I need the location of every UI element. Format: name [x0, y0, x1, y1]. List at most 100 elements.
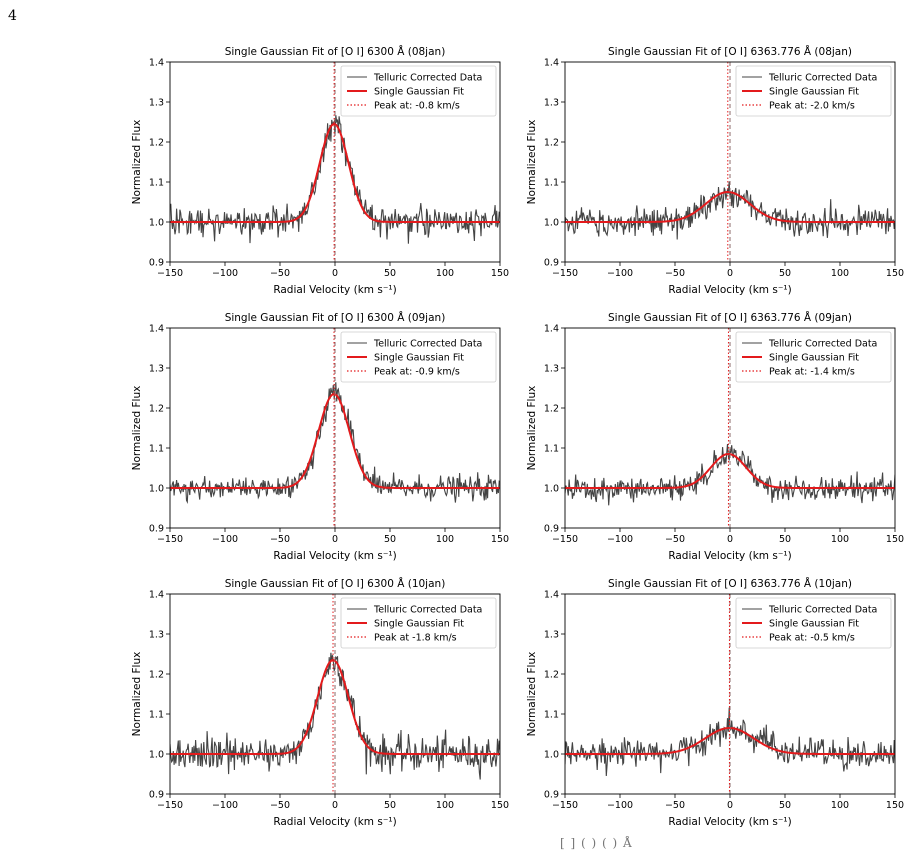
- plot-area: [170, 328, 500, 528]
- y-tick-label: 1.1: [544, 178, 559, 189]
- x-tick-label: 50: [779, 800, 791, 811]
- legend-entry-fit-label: Single Gaussian Fit: [374, 87, 464, 98]
- y-axis-label: Normalized Flux: [526, 652, 538, 737]
- y-tick-label: 1.4: [149, 58, 164, 69]
- y-axis-label: Normalized Flux: [526, 386, 538, 471]
- x-tick-label: −50: [270, 800, 290, 811]
- plot-frame: [564, 593, 896, 795]
- chart-panel-6300-08jan: Single Gaussian Fit of [O I] 6300 Å (08j…: [125, 38, 520, 300]
- plot-area: [170, 594, 500, 794]
- chart-title: Single Gaussian Fit of [O I] 6300 Å (08j…: [225, 45, 446, 58]
- legend-entry-data-label: Telluric Corrected Data: [768, 605, 877, 616]
- chart-panel-6300-10jan: Single Gaussian Fit of [O I] 6300 Å (10j…: [125, 570, 520, 832]
- legend-box: [735, 597, 892, 649]
- y-tick-label: 1.1: [149, 710, 164, 721]
- legend-entry-data-label: Telluric Corrected Data: [768, 339, 877, 350]
- x-tick-label: 50: [384, 534, 396, 545]
- chart-panel-6363-10jan: Single Gaussian Fit of [O I] 6363.776 Å …: [520, 570, 908, 832]
- figure-caption-fragment: [ ] ( ) ( ) Å: [560, 836, 633, 850]
- x-axis-label: Radial Velocity (km s⁻¹): [668, 550, 791, 562]
- x-tick-label: −100: [212, 800, 238, 811]
- chart-title: Single Gaussian Fit of [O I] 6300 Å (10j…: [225, 577, 446, 590]
- y-tick-label: 1.2: [149, 138, 164, 149]
- chart-svg: Single Gaussian Fit of [O I] 6363.776 Å …: [526, 577, 904, 828]
- legend-box: [735, 331, 892, 383]
- plot-frame: [169, 327, 501, 529]
- plot-frame: [169, 593, 501, 795]
- chart-svg: Single Gaussian Fit of [O I] 6363.776 Å …: [526, 45, 904, 296]
- y-tick-label: 1.3: [149, 98, 164, 109]
- y-tick-label: 1.0: [149, 750, 164, 761]
- x-tick-label: −100: [607, 800, 633, 811]
- x-tick-label: 100: [436, 800, 454, 811]
- y-tick-label: 1.0: [149, 484, 164, 495]
- legend-entry-data-label: Telluric Corrected Data: [373, 605, 482, 616]
- chart-panel-6300-09jan: Single Gaussian Fit of [O I] 6300 Å (09j…: [125, 304, 520, 566]
- gaussian-fit-line: [170, 122, 500, 223]
- x-tick-label: 100: [436, 268, 454, 279]
- chart-panel-6363-09jan: Single Gaussian Fit of [O I] 6363.776 Å …: [520, 304, 908, 566]
- legend-entry-peak-label: Peak at -1.8 km/s: [374, 633, 457, 644]
- y-tick-label: 1.1: [149, 444, 164, 455]
- x-tick-label: −150: [157, 800, 183, 811]
- plot-area: [565, 328, 895, 528]
- x-tick-label: −150: [552, 534, 578, 545]
- y-tick-label: 0.9: [544, 258, 559, 269]
- x-tick-label: 100: [436, 534, 454, 545]
- plot-area: [565, 594, 895, 794]
- plot-frame: [564, 327, 896, 529]
- y-tick-label: 1.0: [544, 750, 559, 761]
- x-tick-label: −50: [665, 800, 685, 811]
- chart-title: Single Gaussian Fit of [O I] 6363.776 Å …: [608, 577, 852, 590]
- y-axis-label: Normalized Flux: [526, 120, 538, 205]
- legend-box: [735, 65, 892, 117]
- x-tick-label: 50: [779, 534, 791, 545]
- y-tick-label: 0.9: [149, 258, 164, 269]
- x-tick-label: 0: [727, 534, 733, 545]
- plot-area: [170, 62, 500, 262]
- gaussian-fit-line: [565, 191, 895, 223]
- legend-entry-fit-label: Single Gaussian Fit: [769, 619, 859, 630]
- x-tick-label: 150: [491, 268, 509, 279]
- x-axis-label: Radial Velocity (km s⁻¹): [273, 550, 396, 562]
- legend-entry-fit-label: Single Gaussian Fit: [769, 87, 859, 98]
- x-tick-label: −50: [665, 268, 685, 279]
- x-tick-label: 0: [332, 268, 338, 279]
- page-number: 4: [8, 8, 17, 24]
- y-axis-label: Normalized Flux: [131, 120, 143, 205]
- legend-entry-data-label: Telluric Corrected Data: [768, 73, 877, 84]
- y-tick-label: 1.2: [149, 404, 164, 415]
- legend-entry-peak-label: Peak at: -0.5 km/s: [769, 633, 855, 644]
- y-tick-label: 0.9: [544, 790, 559, 801]
- x-tick-label: −150: [552, 268, 578, 279]
- data-series-line: [170, 652, 500, 780]
- x-tick-label: −100: [607, 534, 633, 545]
- x-tick-label: 50: [384, 800, 396, 811]
- y-tick-label: 1.3: [544, 630, 559, 641]
- y-tick-label: 1.2: [544, 404, 559, 415]
- x-tick-label: −150: [157, 534, 183, 545]
- y-tick-label: 1.2: [544, 670, 559, 681]
- y-tick-label: 1.4: [149, 590, 164, 601]
- x-tick-label: −150: [552, 800, 578, 811]
- x-tick-label: 150: [491, 534, 509, 545]
- y-tick-label: 1.0: [149, 218, 164, 229]
- y-tick-label: 0.9: [544, 524, 559, 535]
- x-tick-label: −150: [157, 268, 183, 279]
- legend-box: [340, 597, 497, 649]
- chart-svg: Single Gaussian Fit of [O I] 6300 Å (08j…: [131, 45, 509, 296]
- y-axis-label: Normalized Flux: [131, 386, 143, 471]
- y-tick-label: 1.1: [149, 178, 164, 189]
- y-axis-label: Normalized Flux: [131, 652, 143, 737]
- x-tick-label: 150: [491, 800, 509, 811]
- chart-panel-6363-08jan: Single Gaussian Fit of [O I] 6363.776 Å …: [520, 38, 908, 300]
- y-tick-label: 0.9: [149, 524, 164, 535]
- legend-entry-peak-label: Peak at: -0.8 km/s: [374, 101, 460, 112]
- x-tick-label: 0: [727, 268, 733, 279]
- y-tick-label: 1.0: [544, 218, 559, 229]
- x-tick-label: −50: [270, 268, 290, 279]
- x-tick-label: −100: [212, 534, 238, 545]
- y-tick-label: 1.0: [544, 484, 559, 495]
- chart-title: Single Gaussian Fit of [O I] 6363.776 Å …: [608, 45, 852, 58]
- x-tick-label: 0: [332, 534, 338, 545]
